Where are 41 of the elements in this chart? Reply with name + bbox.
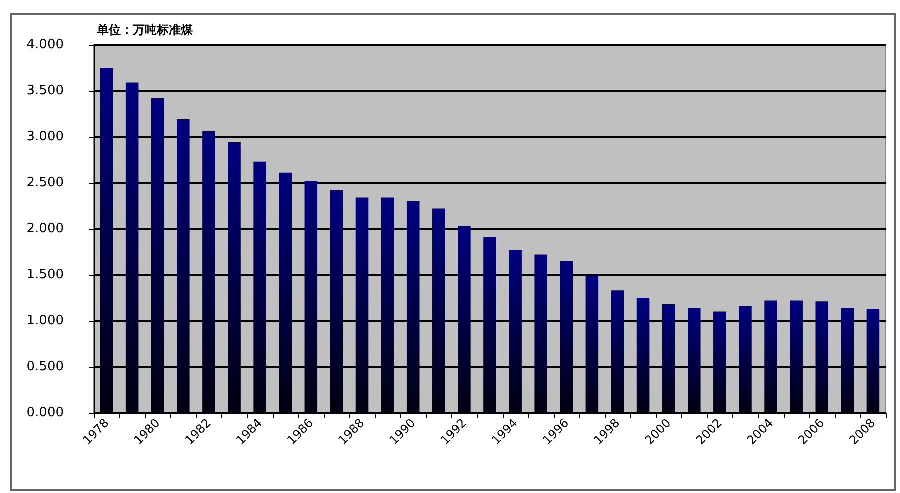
chart-title: 单位：万吨标准煤 [96,23,194,37]
bar [560,261,574,413]
bar [714,312,726,413]
bar [304,181,318,413]
bar [534,254,548,413]
y-tick-label: 0.000 [26,406,64,420]
y-tick-label: 3.000 [26,130,64,144]
bar [100,68,114,413]
bar [739,306,752,413]
bar [866,309,880,413]
y-tick-label: 0.500 [26,360,64,374]
bar [202,131,216,413]
y-tick-label: 4.000 [26,38,64,52]
bar [586,276,599,413]
bar [790,300,803,413]
y-tick-label: 2.000 [26,222,64,236]
y-tick-label: 3.500 [26,84,64,98]
bar [484,237,496,413]
bar [636,298,650,413]
y-tick-label: 1.000 [26,314,64,328]
bar [356,198,369,413]
y-tick-label: 1.500 [26,268,64,282]
bar [228,142,241,413]
bar [841,308,854,413]
bar [509,250,522,413]
bar [816,302,829,413]
bar [381,198,394,413]
bar [662,304,676,413]
y-tick-label: 2.500 [26,176,64,190]
bar [764,300,778,413]
bar [432,208,446,413]
bar [458,226,471,413]
bar [330,190,344,413]
bar [406,201,420,413]
bar [177,120,190,413]
bar [126,82,139,413]
bar [254,162,266,413]
bar [279,172,292,413]
bar [688,308,701,413]
bar [151,98,164,413]
bar [611,290,624,413]
